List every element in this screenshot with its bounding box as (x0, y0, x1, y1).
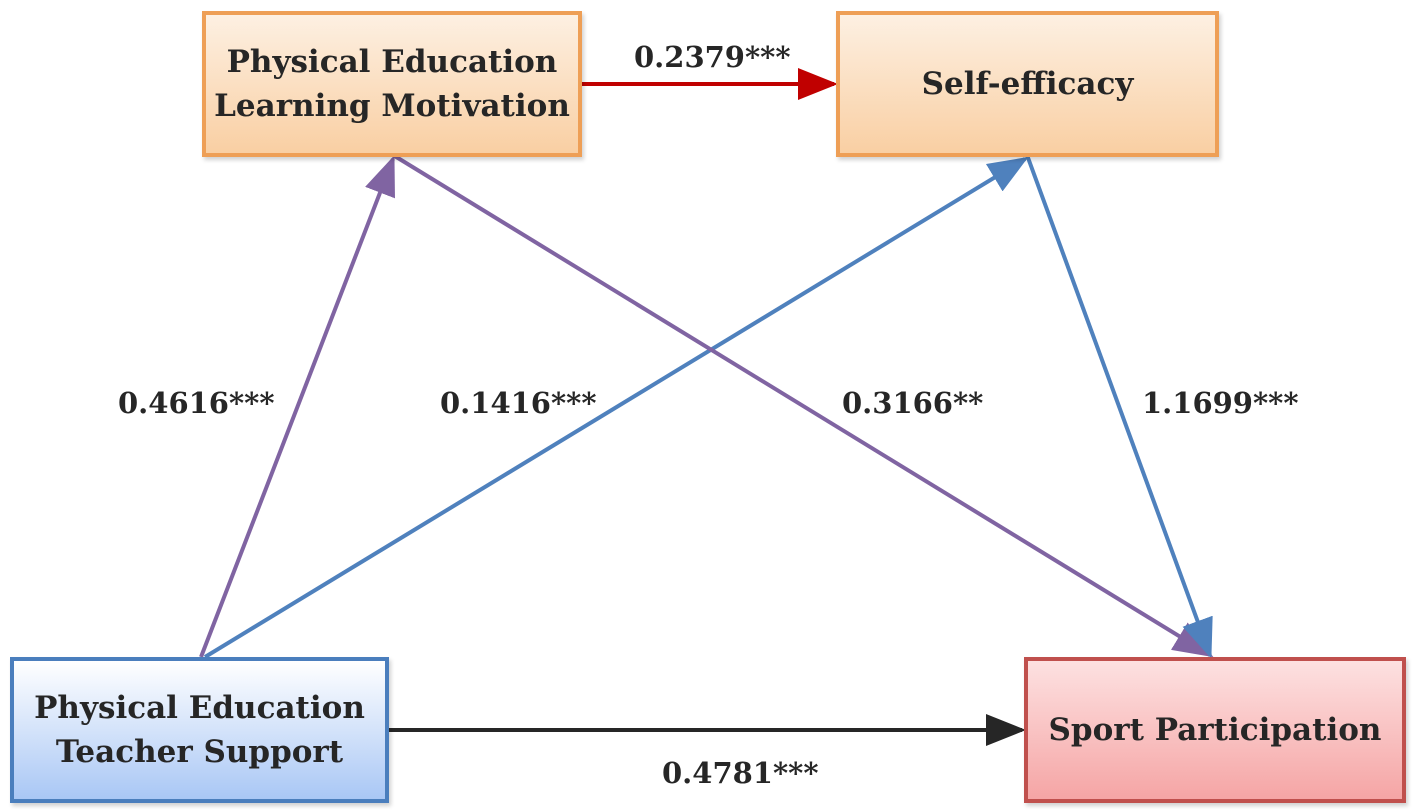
node-learning-motivation-label: Physical Education Learning Motivation (214, 44, 570, 124)
coefficient-motivation-to-self-efficacy: 0.2379*** (634, 40, 791, 74)
coefficient-motivation-to-participation: 0.3166** (842, 386, 984, 420)
coefficient-self-efficacy-to-participation: 1.1699*** (1142, 386, 1299, 420)
coefficient-support-to-self-efficacy: 0.1416*** (440, 386, 597, 420)
coefficient-support-to-participation: 0.4781*** (662, 756, 819, 790)
node-sport-participation: Sport Participation (1024, 657, 1406, 803)
node-self-efficacy: Self-efficacy (836, 11, 1219, 157)
node-sport-participation-label: Sport Participation (1048, 712, 1382, 748)
node-learning-motivation: Physical Education Learning Motivation (202, 11, 582, 157)
arrow-support-to-self-efficacy (203, 156, 1029, 659)
coefficient-support-to-motivation: 0.4616*** (118, 386, 275, 420)
node-self-efficacy-label: Self-efficacy (921, 66, 1134, 102)
node-teacher-support-label: Physical Education Teacher Support (34, 690, 365, 770)
node-teacher-support: Physical Education Teacher Support (10, 657, 389, 803)
arrow-support-to-motivation (199, 155, 395, 658)
arrow-self-efficacy-to-participation (1025, 154, 1213, 659)
arrow-motivation-to-participation (391, 153, 1214, 658)
